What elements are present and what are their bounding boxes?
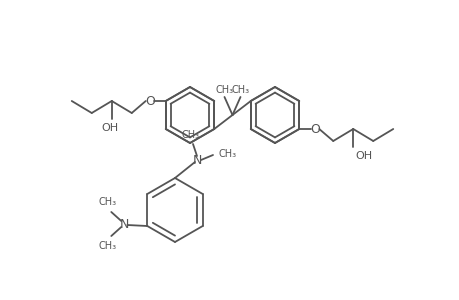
Text: CH₃: CH₃ bbox=[182, 130, 200, 140]
Text: N: N bbox=[119, 218, 129, 230]
Text: O: O bbox=[145, 94, 154, 107]
Text: O: O bbox=[310, 122, 319, 136]
Text: CH₃: CH₃ bbox=[231, 85, 249, 95]
Text: N: N bbox=[192, 154, 201, 166]
Text: OH: OH bbox=[354, 151, 372, 161]
Text: CH₃: CH₃ bbox=[98, 241, 116, 251]
Text: CH₃: CH₃ bbox=[215, 85, 233, 95]
Text: CH₃: CH₃ bbox=[218, 149, 236, 159]
Text: OH: OH bbox=[101, 123, 118, 133]
Text: CH₃: CH₃ bbox=[98, 197, 116, 207]
